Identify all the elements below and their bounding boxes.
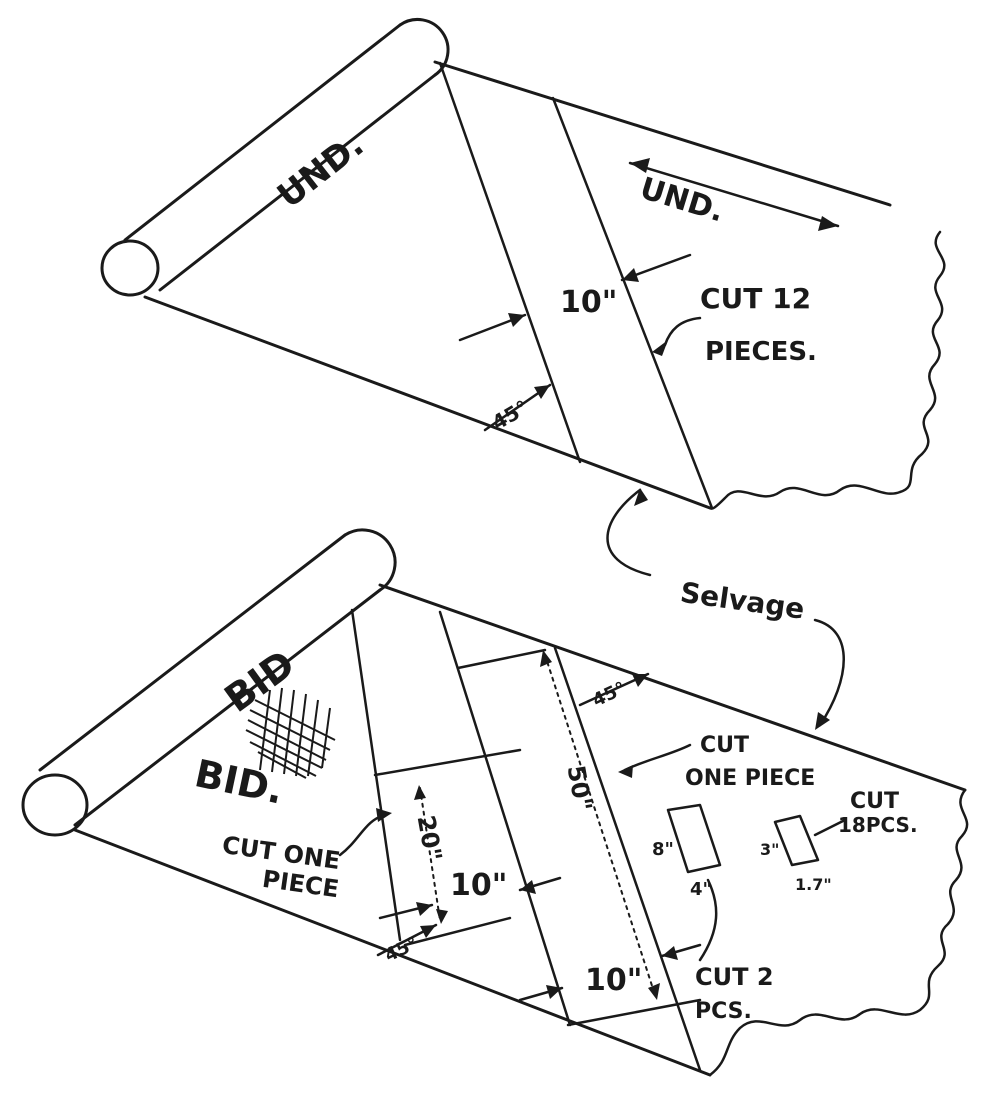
und-strip-line-left [438,61,582,464]
bid-small-dim-8: 8" [652,839,674,860]
und-cut-note-line2: PIECES. [705,337,817,367]
bid-dim-50-arrow [540,650,660,1000]
bid-roll [21,528,397,837]
bid-width-10b: 10" [585,963,642,998]
selvage-label: Selvage [678,576,806,626]
bid-cut-one-right-leader [623,743,692,772]
selvage-callout [606,488,845,730]
und-cut-note-leader [663,316,702,347]
bid-angle-right: 45° [589,678,629,711]
bid-angle-right-mark [578,672,650,707]
und-fabric-sheet [143,60,946,510]
bid-small-dim-4: 4" [690,879,712,900]
bid-cut-one-right-line2: ONE PIECE [685,766,815,791]
bid-width-10a: 10" [450,868,507,903]
bid-cut-2-leader [698,878,718,962]
und-cut-note-line1: CUT 12 [700,282,811,315]
bid-cut-one-right-line1: CUT [700,733,749,758]
bid-small-piece-8x4 [666,803,722,874]
und-strip-line-right [551,96,714,510]
und-roll [100,17,450,297]
bid-strip-lines [350,608,702,1072]
bid-small-dim-3: 3" [760,840,779,859]
bid-cut-18-leader [813,818,847,837]
bid-cut-2-line1: CUT 2 [695,963,774,991]
bid-weave-texture [245,687,336,779]
und-width-arrows [458,253,692,342]
bid-cut-18-line2: 18PCS. [838,813,918,837]
bid-cut-2-line2: PCS. [695,999,752,1024]
bid-small-dim-1-7: 1.7" [795,875,832,894]
bid-dim-50: 50" [562,763,598,813]
und-direction-arrow [628,158,840,231]
top-diagram: UND. UND. 10" CUT 12 PIECES. [100,17,946,510]
und-angle-mark [483,383,552,432]
bid-roll-label: BID [217,641,303,720]
bid-angle-left-mark [376,923,438,957]
bid-width-10a-arrows [378,876,562,920]
bottom-diagram: BID BID. CUT ONE PIECE [21,528,969,1077]
bid-fabric-sheet [73,583,969,1077]
und-roll-label: UND. [270,125,371,216]
bid-small-piece-3x1-7 [773,814,820,867]
und-strip-width: 10" [560,285,617,320]
bid-cut-18-line1: CUT [850,789,899,814]
bid-dim-20-arrow [414,785,448,924]
bid-width-10b-arrows [518,943,702,1002]
bid-dim-20: 20" [412,813,448,863]
